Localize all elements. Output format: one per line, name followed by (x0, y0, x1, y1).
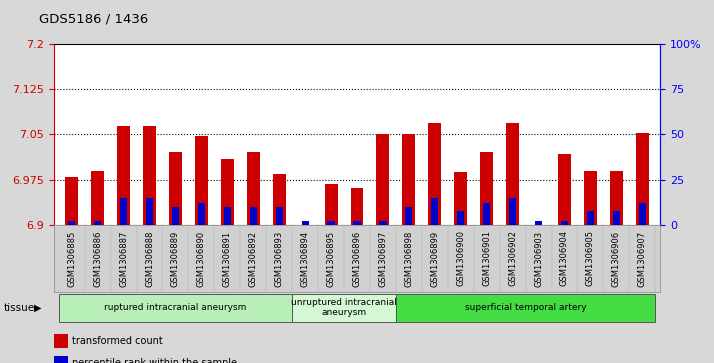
Bar (428, 123, 441, 225)
Bar (54, 334, 68, 348)
Bar (509, 198, 516, 225)
Bar (146, 198, 153, 225)
FancyBboxPatch shape (59, 294, 292, 322)
Bar (351, 188, 363, 225)
Text: GSM1306890: GSM1306890 (197, 231, 206, 286)
Bar (298, 225, 311, 262)
Bar (143, 126, 156, 225)
Bar (301, 221, 308, 225)
Text: GSM1306892: GSM1306892 (248, 231, 258, 286)
Bar (454, 172, 467, 225)
Bar (120, 198, 127, 225)
Text: GSM1306886: GSM1306886 (93, 231, 102, 287)
Bar (558, 154, 571, 225)
Bar (172, 207, 179, 225)
Bar (325, 184, 338, 225)
Text: GDS5186 / 1436: GDS5186 / 1436 (39, 12, 149, 25)
Text: percentile rank within the sample: percentile rank within the sample (71, 358, 237, 363)
Text: GSM1306899: GSM1306899 (431, 231, 439, 286)
Text: GSM1306904: GSM1306904 (560, 231, 569, 286)
Text: GSM1306891: GSM1306891 (223, 231, 232, 286)
Bar (273, 174, 286, 225)
Text: unruptured intracranial
aneurysm: unruptured intracranial aneurysm (291, 298, 397, 317)
Bar (379, 221, 386, 225)
Bar (223, 207, 231, 225)
Bar (431, 198, 438, 225)
Text: GSM1306902: GSM1306902 (508, 231, 517, 286)
Bar (250, 207, 257, 225)
Bar (169, 152, 182, 225)
Text: GSM1306887: GSM1306887 (119, 231, 128, 287)
Bar (276, 207, 283, 225)
Text: ruptured intracranial aneurysm: ruptured intracranial aneurysm (104, 303, 246, 312)
Bar (610, 171, 623, 225)
Text: GSM1306888: GSM1306888 (145, 231, 154, 287)
Bar (117, 126, 130, 225)
Bar (91, 171, 104, 225)
Text: superficial temporal artery: superficial temporal artery (465, 303, 586, 312)
Bar (94, 221, 101, 225)
Text: GSM1306901: GSM1306901 (482, 231, 491, 286)
Text: GSM1306894: GSM1306894 (301, 231, 310, 286)
Bar (635, 133, 649, 225)
Bar (532, 225, 545, 262)
Text: GSM1306885: GSM1306885 (67, 231, 76, 287)
Bar (561, 221, 568, 225)
Bar (54, 356, 68, 363)
Bar (406, 207, 413, 225)
Bar (221, 159, 233, 225)
Bar (506, 123, 519, 225)
Bar (353, 221, 361, 225)
Text: GSM1306889: GSM1306889 (171, 231, 180, 287)
Bar (195, 135, 208, 225)
Text: transformed count: transformed count (71, 336, 163, 346)
Bar (403, 134, 416, 225)
Text: GSM1306897: GSM1306897 (378, 231, 388, 287)
Text: tissue: tissue (4, 303, 35, 313)
Text: GSM1306898: GSM1306898 (404, 231, 413, 287)
Text: GSM1306905: GSM1306905 (586, 231, 595, 286)
Text: GSM1306896: GSM1306896 (353, 231, 361, 287)
Bar (481, 152, 493, 225)
Bar (535, 221, 542, 225)
Text: GSM1306906: GSM1306906 (612, 231, 621, 286)
Bar (65, 177, 79, 225)
FancyBboxPatch shape (292, 294, 396, 322)
Bar (457, 211, 464, 225)
Bar (584, 171, 597, 225)
FancyBboxPatch shape (396, 294, 655, 322)
Bar (376, 134, 389, 225)
Text: GSM1306895: GSM1306895 (326, 231, 336, 286)
Bar (587, 211, 594, 225)
Text: GSM1306907: GSM1306907 (638, 231, 647, 286)
Text: ▶: ▶ (34, 303, 42, 313)
Text: GSM1306893: GSM1306893 (275, 231, 283, 287)
Bar (483, 203, 491, 225)
Bar (198, 203, 205, 225)
Bar (68, 221, 75, 225)
Text: GSM1306903: GSM1306903 (534, 231, 543, 286)
Text: GSM1306900: GSM1306900 (456, 231, 466, 286)
Bar (247, 152, 260, 225)
Bar (613, 211, 620, 225)
Bar (328, 221, 335, 225)
Bar (639, 203, 646, 225)
